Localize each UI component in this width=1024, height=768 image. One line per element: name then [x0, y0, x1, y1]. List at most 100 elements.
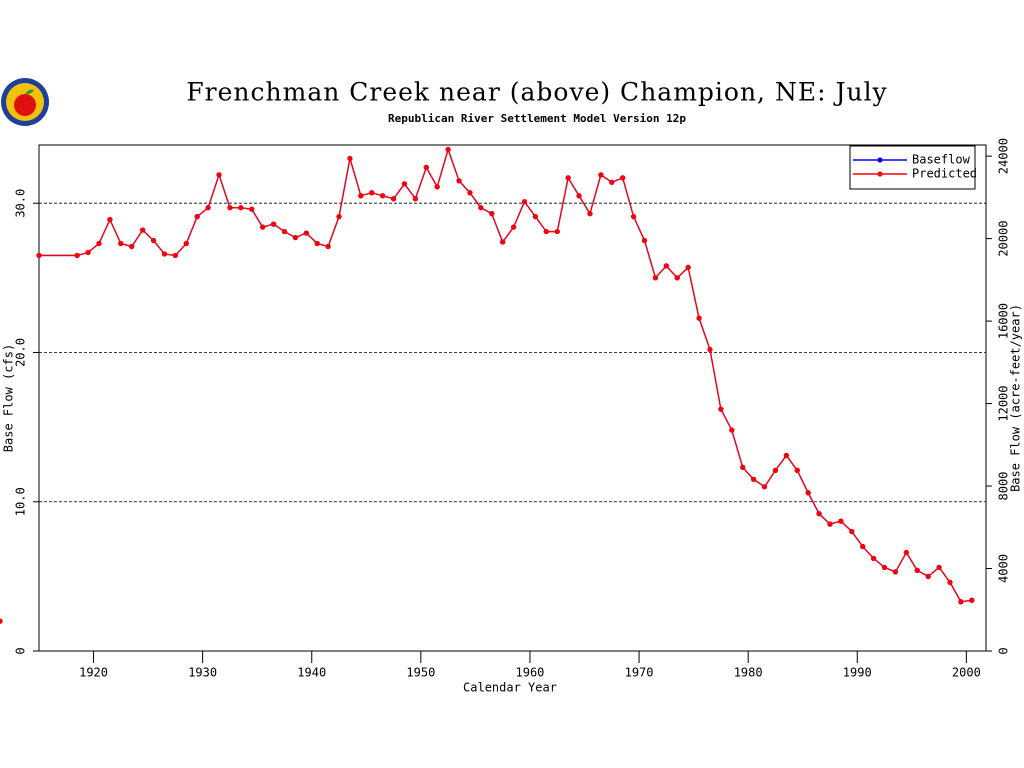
chart-title: Frenchman Creek near (above) Champion, N… [186, 78, 887, 107]
point [129, 243, 135, 250]
point [303, 230, 309, 236]
point [674, 275, 680, 281]
x-tick-label: 1950 [406, 666, 435, 680]
point [194, 214, 200, 220]
point [36, 252, 42, 259]
point [794, 467, 800, 473]
point [314, 240, 320, 247]
x-tick-label: 1980 [734, 666, 763, 680]
point [521, 199, 528, 205]
point [729, 427, 735, 433]
point [107, 217, 113, 223]
x-tick-label: 1970 [625, 666, 654, 680]
point [761, 484, 768, 490]
point [325, 243, 331, 250]
point [587, 211, 593, 217]
series-line [39, 147, 972, 603]
point [871, 555, 877, 562]
y2-tick-label: 12000 [997, 386, 1011, 422]
point [358, 193, 364, 199]
y-axis-label: Base Flow (cfs) [2, 344, 16, 452]
point [936, 564, 942, 571]
legend-marker [877, 157, 883, 163]
point [969, 597, 975, 603]
point [183, 240, 189, 247]
point [751, 476, 757, 482]
point [783, 452, 789, 459]
point [401, 181, 408, 187]
point [140, 227, 146, 233]
x-tick-label: 1930 [188, 666, 217, 680]
point [467, 190, 473, 196]
x-tick-label: 1960 [516, 666, 545, 680]
x-axis-label: Calendar Year [463, 681, 557, 695]
x-tick-label: 1940 [297, 666, 326, 680]
logo [1, 78, 49, 126]
point [958, 599, 964, 605]
point [609, 179, 615, 185]
point [172, 252, 178, 259]
point [161, 251, 168, 257]
point [205, 205, 211, 211]
x-tick-label: 1920 [79, 666, 108, 680]
point [707, 346, 713, 353]
point [270, 221, 277, 227]
point [598, 172, 604, 178]
point [740, 464, 746, 471]
plot-frame [38, 144, 987, 652]
point [456, 178, 462, 184]
point [96, 240, 102, 247]
point [445, 146, 451, 153]
point [489, 211, 495, 217]
point [652, 275, 659, 281]
y2-tick-label: 24000 [997, 138, 1011, 174]
point [772, 467, 779, 473]
point [641, 237, 648, 244]
point [238, 205, 244, 211]
y2-tick-label: 4000 [997, 554, 1011, 583]
legend-label: Predicted [912, 167, 977, 181]
point [718, 406, 724, 412]
point [260, 224, 266, 230]
point [947, 579, 953, 585]
point [914, 567, 920, 573]
point [685, 264, 691, 270]
chart-subtitle: Republican River Settlement Model Versio… [388, 112, 686, 125]
point [347, 155, 353, 162]
point [292, 234, 298, 241]
legend-label: Baseflow [912, 153, 971, 167]
point [118, 240, 124, 247]
point [816, 511, 822, 517]
x-tick-label: 2000 [952, 666, 981, 680]
point [849, 528, 855, 535]
point [696, 315, 702, 321]
y2-tick-label: 0 [997, 647, 1011, 654]
point [565, 175, 571, 181]
point [500, 239, 506, 245]
point [892, 569, 899, 575]
y-tick-label: 0 [14, 647, 28, 654]
point [620, 175, 626, 181]
point [543, 228, 549, 235]
point [227, 205, 233, 211]
point [554, 228, 560, 235]
point [478, 205, 484, 211]
point [249, 206, 255, 212]
point [881, 564, 888, 571]
point [423, 164, 429, 170]
point [434, 184, 440, 190]
point [925, 573, 931, 579]
point [827, 521, 833, 527]
legend [849, 145, 976, 190]
point [281, 228, 288, 235]
point [663, 263, 669, 269]
point [805, 490, 811, 496]
point [369, 190, 375, 196]
point [336, 214, 342, 220]
point [532, 214, 539, 220]
y2-tick-label: 20000 [997, 221, 1011, 257]
point [412, 196, 418, 202]
point [860, 543, 866, 550]
